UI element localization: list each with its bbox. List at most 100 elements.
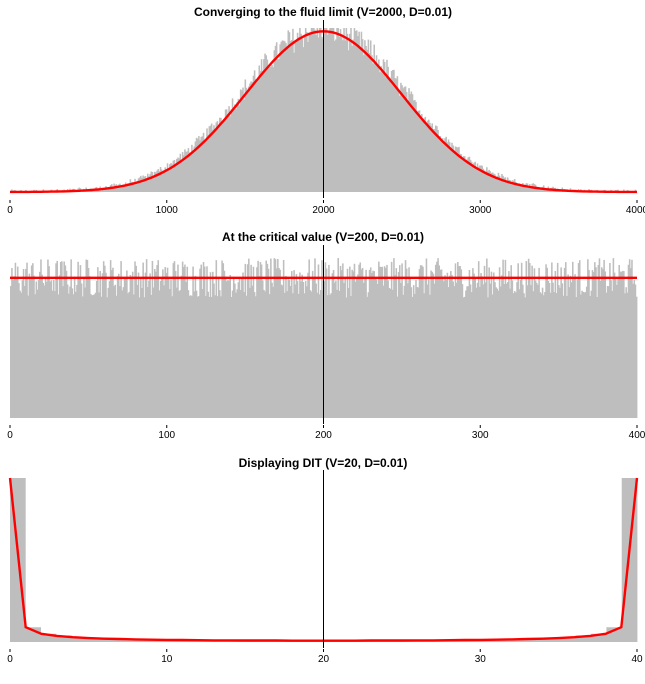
histogram-bar — [85, 259, 88, 418]
histogram-bar — [497, 172, 500, 192]
histogram-bar — [251, 285, 254, 418]
histogram-bar — [92, 294, 94, 418]
histogram-bar — [541, 287, 544, 418]
histogram-bar — [366, 49, 369, 193]
histogram-bar — [359, 48, 362, 192]
histogram-bar — [314, 258, 316, 418]
histogram-bar — [48, 266, 50, 418]
histogram-bar — [351, 269, 353, 418]
histogram-bar — [594, 262, 596, 418]
histogram-bar — [261, 280, 264, 418]
histogram-bar — [591, 270, 594, 418]
histogram-bar — [462, 297, 465, 418]
histogram-bar — [308, 259, 310, 418]
histogram-bar — [352, 39, 355, 192]
histogram-bar — [284, 292, 286, 418]
histogram-bar — [504, 259, 507, 418]
histogram-bar — [188, 152, 191, 192]
histogram-bar — [524, 184, 526, 192]
histogram-bar — [236, 102, 238, 192]
histogram-bar — [266, 263, 269, 418]
histogram-bar — [239, 89, 242, 192]
histogram-bar — [328, 264, 330, 418]
x-axis: 0 10 20 30 40 — [7, 649, 643, 665]
x-tick-label: 10 — [161, 654, 173, 665]
histogram-bar — [140, 277, 142, 418]
histogram-bar — [127, 183, 129, 192]
histogram-bar — [411, 94, 414, 192]
histogram-bar — [517, 263, 519, 418]
histogram-bar — [249, 83, 251, 192]
histogram-bar — [538, 188, 540, 192]
histogram-bar — [379, 72, 381, 192]
histogram-bar — [495, 177, 497, 192]
histogram-bar — [365, 46, 367, 192]
histogram-bar — [632, 283, 634, 418]
histogram-bar — [335, 280, 337, 418]
histogram-bar — [516, 282, 518, 418]
histogram-bar — [117, 638, 133, 642]
histogram-bar — [186, 151, 189, 192]
histogram-bar — [417, 110, 420, 192]
histogram-bar — [311, 270, 314, 418]
histogram-bar — [570, 282, 573, 418]
histogram-bar — [625, 287, 627, 418]
histogram-bar — [381, 266, 384, 418]
histogram-bar — [368, 53, 371, 193]
histogram-bar — [198, 296, 200, 418]
histogram-bar — [235, 292, 237, 418]
histogram-bar — [126, 270, 128, 418]
histogram-bar — [436, 261, 438, 418]
histogram-bar — [342, 40, 344, 192]
histogram-bar — [202, 132, 205, 192]
histogram-bar — [213, 125, 215, 192]
histogram-bar — [109, 260, 112, 418]
histogram-bar — [273, 50, 276, 193]
histogram-bar — [128, 291, 130, 418]
panel-title: Displaying DIT (V=20, D=0.01) — [239, 456, 408, 470]
histogram-bar — [430, 270, 432, 418]
histogram-bar — [374, 62, 377, 193]
histogram-bar — [187, 290, 190, 418]
histogram-bar — [371, 272, 373, 418]
histogram-bar — [598, 258, 601, 418]
histogram-bar — [282, 40, 285, 192]
histogram-bar — [282, 259, 285, 418]
histogram-bar — [482, 168, 485, 192]
histogram-bar — [546, 267, 548, 418]
histogram-bar — [533, 268, 536, 418]
histogram-bar — [451, 142, 453, 192]
histogram-bar — [494, 174, 496, 192]
histogram-bar — [15, 277, 18, 418]
histogram-bar — [401, 85, 403, 192]
histogram-bar — [573, 279, 575, 418]
histogram-bar — [12, 279, 14, 418]
histogram-bar — [393, 258, 395, 418]
histogram-bar — [248, 86, 250, 192]
histogram-bar — [119, 286, 121, 418]
histogram-bar — [588, 269, 590, 418]
histogram-bar — [416, 287, 418, 418]
histogram-bar — [401, 263, 403, 418]
histogram-bar — [306, 286, 308, 418]
histogram-bar — [346, 268, 349, 418]
histogram-bar — [232, 279, 235, 418]
histogram-bar — [265, 55, 268, 192]
histogram-bar — [626, 292, 629, 418]
histogram-bar — [83, 276, 85, 418]
histogram-bar — [101, 638, 118, 642]
histogram-bar — [149, 273, 151, 418]
panel-critical-value: At the critical value (V=200, D=0.01) 0 1… — [7, 230, 645, 441]
histogram-bar — [520, 184, 523, 192]
histogram-bar — [263, 289, 265, 418]
histogram-bar — [525, 183, 528, 192]
histogram-bar — [126, 183, 128, 192]
histogram-bar — [430, 125, 432, 192]
histogram-bar — [349, 266, 351, 418]
histogram-bar — [40, 633, 57, 642]
histogram-bar — [429, 122, 431, 192]
histogram-bar — [57, 294, 60, 418]
histogram-bar — [499, 179, 502, 192]
histogram-bar — [343, 283, 345, 418]
histogram-bar — [603, 259, 605, 418]
